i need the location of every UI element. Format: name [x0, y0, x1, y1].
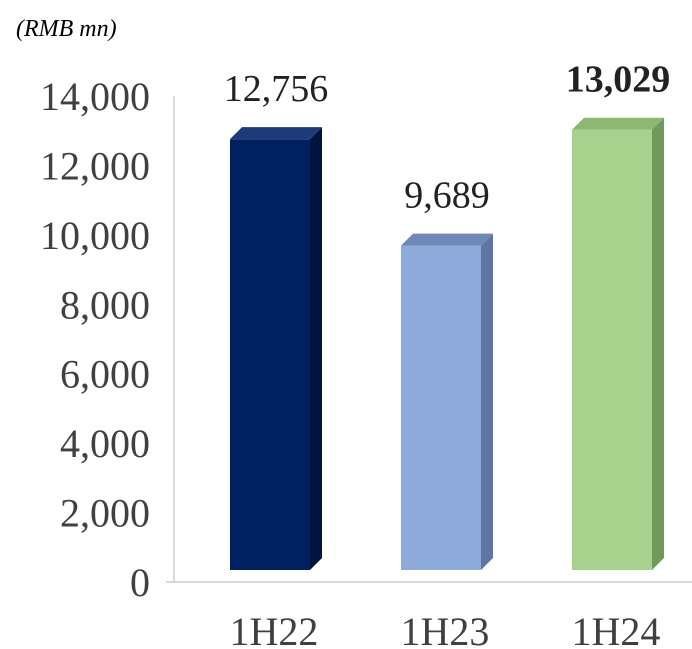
- y-tick-label-6: 12,000: [40, 143, 150, 188]
- data-label-1H23: 9,689: [404, 175, 490, 217]
- bar-side-2: [652, 117, 664, 570]
- y-tick-label-0: 0: [130, 560, 150, 605]
- bar-1H22: [230, 127, 322, 570]
- y-tick-label-5: 10,000: [40, 213, 150, 258]
- bar-front-1: [401, 245, 481, 570]
- category-labels: 1H22 1H23 1H24: [230, 609, 661, 649]
- unit-label: (RMB mn): [16, 16, 117, 42]
- bar-1H23: [401, 233, 493, 570]
- bar-side-0: [310, 127, 322, 570]
- bar-side-1: [481, 233, 493, 570]
- category-label-1H22: 1H22: [230, 609, 319, 649]
- y-tick-label-7: 14,000: [40, 74, 150, 119]
- bar-front-2: [572, 129, 652, 570]
- bar-1H24: [572, 117, 664, 570]
- category-label-1H24: 1H24: [572, 609, 661, 649]
- bar-top-1: [401, 233, 493, 246]
- data-label-1H24: 13,029: [566, 59, 671, 101]
- bar-top-2: [572, 117, 664, 130]
- category-label-1H23: 1H23: [401, 609, 490, 649]
- data-label-1H22: 12,756: [224, 68, 329, 110]
- y-axis-ticks: 0 2,000 4,000 6,000 8,000 10,000 12,000 14,000: [40, 74, 150, 605]
- y-tick-label-1: 2,000: [60, 491, 150, 536]
- data-labels: 12,756 9,689 13,029: [224, 59, 671, 217]
- y-tick-label-3: 6,000: [60, 352, 150, 397]
- bars: [230, 117, 664, 570]
- y-tick-label-2: 4,000: [60, 421, 150, 466]
- bar-front-0: [230, 139, 310, 570]
- bar-top-0: [230, 127, 322, 140]
- y-tick-label-4: 8,000: [60, 282, 150, 327]
